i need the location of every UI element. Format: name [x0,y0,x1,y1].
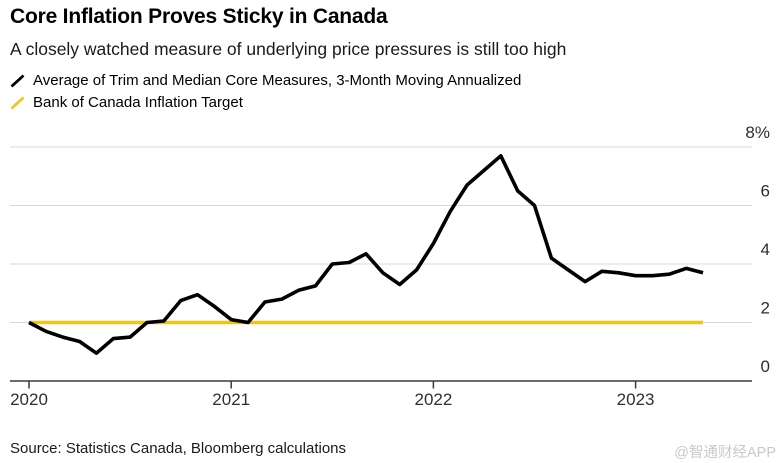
line-swatch-icon [10,74,25,88]
y-axis-label: 2 [761,299,770,318]
source-note: Source: Statistics Canada, Bloomberg cal… [10,440,347,457]
line-swatch-icon [10,96,25,110]
legend-label: Average of Trim and Median Core Measures… [33,72,522,89]
legend-item: Bank of Canada Inflation Target [10,92,773,114]
y-axis-label: 6 [761,182,770,201]
core-measures-line [28,154,704,356]
y-axis-label: 0 [761,357,770,376]
chart-header: Core Inflation Proves Sticky in Canada A… [10,3,773,114]
x-axis-label: 2021 [212,390,250,409]
chart-title: Core Inflation Proves Sticky in Canada [10,5,388,28]
legend-label: Bank of Canada Inflation Target [33,94,243,111]
x-axis-label: 2023 [617,390,655,409]
y-axis-label: 8% [745,123,770,142]
y-axis-label: 4 [761,240,770,259]
watermark: @智通财经APP [674,445,776,461]
x-axis-label: 2022 [414,390,452,409]
chart-legend: Average of Trim and Median Core Measures… [10,70,773,114]
chart-subtitle: A closely watched measure of underlying … [10,39,567,59]
x-axis-label: 2020 [10,390,48,409]
legend-item: Average of Trim and Median Core Measures… [10,70,773,92]
